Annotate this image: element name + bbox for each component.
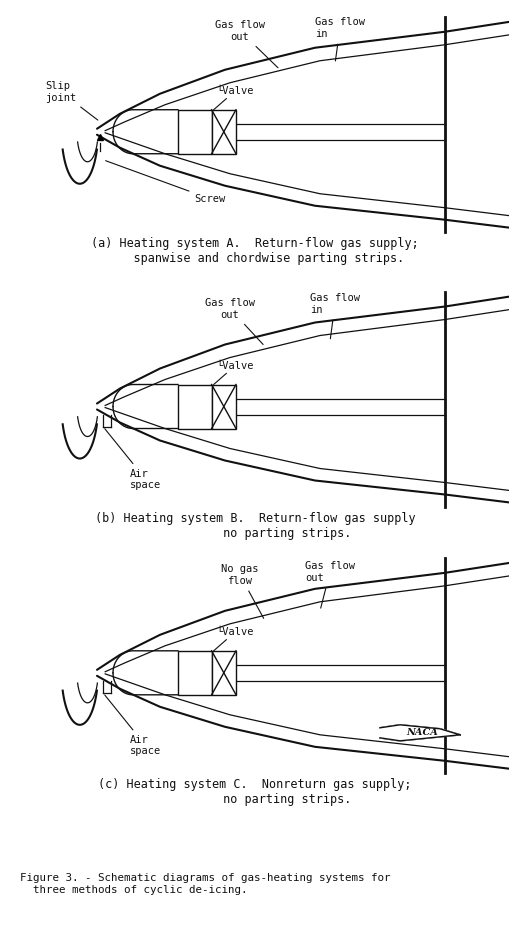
Text: Gas flow
out: Gas flow out [205, 298, 263, 344]
Text: Figure 3. - Schematic diagrams of gas-heating systems for
  three methods of cyc: Figure 3. - Schematic diagrams of gas-he… [20, 873, 390, 895]
Text: Gas flow
in: Gas flow in [315, 17, 364, 61]
Polygon shape [379, 725, 459, 741]
Text: NACA: NACA [405, 728, 437, 738]
Text: Gas flow
out: Gas flow out [215, 20, 277, 68]
Bar [178, 385, 211, 428]
Text: Screw: Screw [105, 161, 225, 204]
Text: Gas flow
in: Gas flow in [309, 293, 359, 339]
Text: Gas flow
out: Gas flow out [304, 561, 354, 608]
Text: Air
space: Air space [104, 429, 161, 490]
Bar [211, 651, 236, 694]
Text: Air
space: Air space [104, 695, 161, 757]
Text: (c) Heating system C.  Nonreturn gas supply;
         no parting strips.: (c) Heating system C. Nonreturn gas supp… [98, 778, 411, 805]
Bar [178, 651, 211, 694]
Text: (a) Heating system A.  Return-flow gas supply;
    spanwise and chordwise partin: (a) Heating system A. Return-flow gas su… [91, 237, 418, 264]
Text: └Valve: └Valve [213, 360, 253, 385]
Text: (b) Heating system B.  Return-flow gas supply
         no parting strips.: (b) Heating system B. Return-flow gas su… [95, 512, 414, 539]
Bar [178, 110, 211, 153]
Text: └Valve: └Valve [213, 86, 253, 110]
Text: Slip
joint: Slip joint [45, 81, 98, 120]
Text: └Valve: └Valve [213, 627, 253, 651]
Text: No gas
flow: No gas flow [221, 565, 263, 618]
Bar [211, 110, 236, 153]
Bar [211, 385, 236, 428]
